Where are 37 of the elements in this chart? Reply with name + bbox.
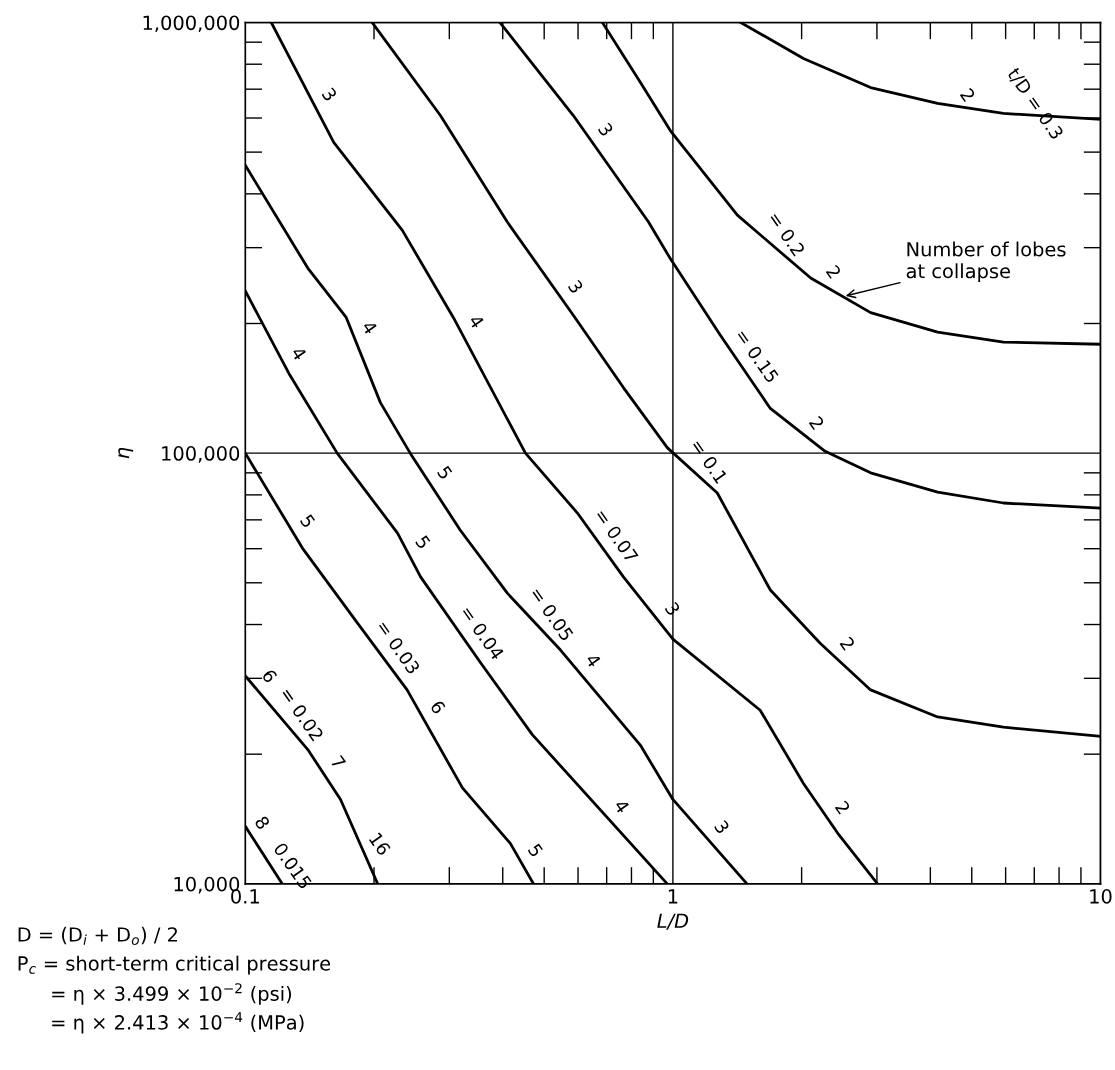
annotation: 5 (527, 842, 544, 858)
annotation: 8 (254, 815, 271, 831)
text: D = (D$_{i}$ + D$_{o}$) / 2 (18, 926, 177, 945)
annotation: 3 (713, 819, 731, 835)
annotation: 4 (468, 313, 485, 330)
annotation: 4 (613, 798, 630, 814)
annotation: 16 (368, 832, 392, 857)
y-tick-label: 1,000,000 (143, 15, 240, 33)
text: = η × 3.499 × 10$^{−2}$ (psi) (52, 983, 292, 1005)
annotation: 2 (825, 264, 842, 279)
text: = η × 2.413 × 10$^{−4}$ (MPa) (52, 1012, 304, 1034)
annotation: 5 (299, 513, 316, 529)
x-axis-title: L/D (657, 913, 689, 930)
annotation: 3 (597, 122, 614, 137)
annotation: 2 (839, 636, 856, 651)
annotation: 7 (330, 754, 347, 770)
annotation: = 0.1 (690, 438, 728, 485)
annotation: 3 (321, 86, 338, 102)
annotation: = 0.2 (767, 211, 806, 257)
y-tick-label: 100,000 (162, 446, 240, 463)
annotation: 2 (808, 415, 825, 430)
text: P$_{c}$ = short-term critical pressure (18, 955, 331, 975)
annotation: 2 (834, 800, 851, 815)
annotation: 6 (261, 668, 278, 684)
annotation: 3 (664, 601, 681, 617)
x-tick-label: 1 (668, 889, 678, 904)
annotation: 4 (585, 652, 602, 669)
annotation: Number of lobes at collapse (906, 241, 1066, 283)
annotation: 3 (567, 279, 584, 295)
x-tick-label: 10 (1090, 889, 1112, 904)
annotation: 5 (414, 534, 431, 550)
annotation: 5 (436, 465, 453, 481)
annotation: 6 (429, 699, 447, 715)
annotation: 2 (959, 87, 976, 103)
y-axis-title: η (118, 447, 134, 459)
annotation: 4 (290, 345, 308, 362)
annotation: 4 (361, 319, 378, 336)
